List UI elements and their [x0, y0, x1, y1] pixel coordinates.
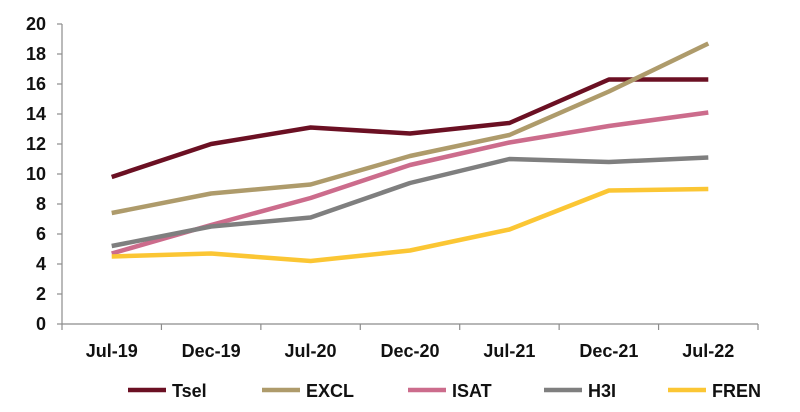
series-line-fren: [111, 186, 709, 264]
y-tick-label: 2: [36, 284, 46, 304]
series-line-tsel: [110, 77, 709, 180]
series-line-h3i: [111, 155, 709, 249]
y-tick-label: 14: [26, 104, 46, 124]
legend-label-excl: EXCL: [306, 381, 354, 401]
x-tick-label: Dec-21: [579, 341, 638, 361]
legend-label-tsel: Tsel: [172, 381, 207, 401]
x-tick-label: Dec-19: [182, 341, 241, 361]
x-tick-label: Jul-22: [682, 341, 734, 361]
y-tick-label: 8: [36, 194, 46, 214]
x-tick-label: Jul-21: [483, 341, 535, 361]
x-tick-label: Dec-20: [380, 341, 439, 361]
legend-label-h3i: H3I: [588, 381, 616, 401]
y-tick-label: 16: [26, 74, 46, 94]
legend-label-fren: FREN: [712, 381, 761, 401]
y-tick-label: 12: [26, 134, 46, 154]
y-tick-label: 4: [36, 254, 46, 274]
series-line-excl: [111, 41, 710, 216]
y-tick-label: 10: [26, 164, 46, 184]
y-tick-label: 18: [26, 44, 46, 64]
x-axis: Jul-19 Dec-19 Jul-20 Dec-20 Jul-21 Dec-21 Jul-…: [61, 323, 759, 361]
legend-label-isat: ISAT: [452, 381, 492, 401]
x-tick-label: Jul-19: [86, 341, 138, 361]
y-axis: 0 2 4 6 8 10 12 14 16 18 20: [26, 14, 63, 334]
y-tick-label: 20: [26, 14, 46, 34]
y-tick-label: 0: [36, 314, 46, 334]
series-layer: [110, 41, 710, 264]
x-tick-label: Jul-20: [285, 341, 337, 361]
legend: Tsel EXCL ISAT H3I FREN: [128, 381, 761, 401]
y-tick-label: 6: [36, 224, 46, 244]
